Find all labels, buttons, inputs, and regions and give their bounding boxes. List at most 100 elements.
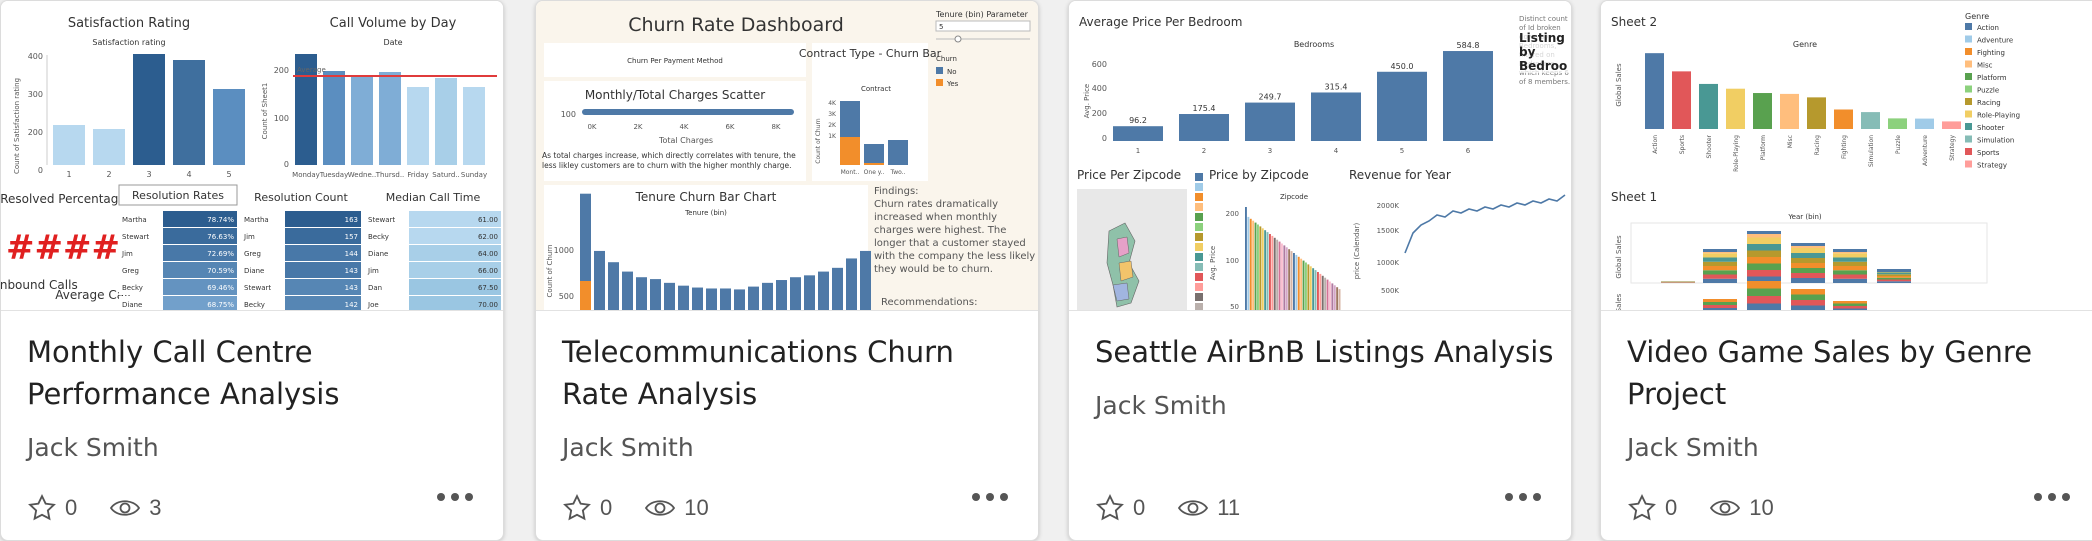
year-stack-segment-lower [1747, 296, 1781, 304]
tenure-bar [706, 288, 717, 310]
workbook-title[interactable]: Seattle AirBnB Listings Analysis [1095, 335, 1554, 369]
avg-data-label: 96.2 [1129, 116, 1147, 125]
workbook-card[interactable]: Sheet 2 Genre Global Sales Action Sports S… [1600, 0, 2092, 541]
year-stack-segment [1747, 244, 1781, 251]
genre-xtick: Racing [1814, 135, 1821, 155]
year-stack-segment [1833, 270, 1867, 275]
workbook-title[interactable]: Monthly Call Centre Performance Analysis [27, 335, 340, 411]
sat-bar [53, 125, 85, 165]
rev-ytick: 500K [1381, 287, 1399, 295]
favorite-button[interactable]: 0 [562, 493, 612, 523]
year-stack-segment-lower [1747, 281, 1781, 289]
workbook-title[interactable]: Telecommunications Churn Rate Analysis [562, 335, 954, 411]
genre-bar [1780, 93, 1799, 129]
zip-bar [1247, 216, 1250, 310]
view-count: 10 [1749, 495, 1774, 520]
payment-panel [544, 43, 806, 77]
more-options-button[interactable] [437, 493, 473, 501]
year-stack-segment [1791, 278, 1825, 283]
avg-xtick: 3 [1268, 147, 1272, 155]
zip-bar [1331, 283, 1334, 310]
dot-icon [1505, 493, 1513, 501]
zip-bar [1254, 222, 1257, 310]
year-stack-segment [1877, 272, 1911, 275]
zip-bar [1281, 243, 1283, 310]
sheet2-title: Sheet 2 [1611, 15, 1657, 29]
genre-legend-swatch [1965, 73, 1972, 80]
author-name[interactable]: Jack Smith [1095, 391, 1227, 420]
scatter-xtick: 0K [587, 123, 596, 131]
zip-bar [1321, 275, 1324, 310]
sat-ytick: 200 [28, 128, 43, 137]
table-value-cell [285, 296, 361, 310]
more-options-button[interactable] [1505, 493, 1541, 501]
workbook-thumbnail[interactable]: Satisfaction Rating Satisfaction rating … [1, 1, 503, 311]
vol-xtick: Wedne.. [348, 171, 376, 179]
zip-bar [1293, 253, 1295, 310]
zip-bar [1290, 251, 1293, 310]
favorite-button[interactable]: 0 [1095, 493, 1145, 523]
genre-legend-swatch [1965, 48, 1972, 55]
table-value: 62.00 [478, 233, 498, 241]
workbook-card[interactable]: Churn Rate Dashboard Tenure (bin) Parame… [535, 0, 1039, 541]
table-name: Stewart [368, 216, 395, 224]
zip-subtitle: Zipcode [1280, 193, 1308, 201]
year-stack-segment-lower [1791, 294, 1825, 300]
favorite-count: 0 [65, 495, 78, 520]
vol-bar [379, 72, 401, 165]
resolved-value: #### [6, 228, 120, 268]
favorite-button[interactable]: 0 [27, 493, 77, 523]
workbook-title[interactable]: Video Game Sales by Genre Project [1627, 335, 2033, 411]
vol-bar [435, 78, 457, 165]
average-label: Average [297, 66, 326, 74]
year-stack-segment [1791, 263, 1825, 268]
tenure-bar [594, 250, 605, 310]
scatter-note: As total charges increase, which directl… [542, 151, 796, 170]
table-value: 67.50 [478, 284, 498, 292]
avg-xtick: 5 [1400, 147, 1404, 155]
genre-legend-item: Role-Playing [1977, 112, 2020, 120]
table-name: Stewart [122, 233, 149, 241]
author-name[interactable]: Jack Smith [562, 433, 694, 462]
year-stack-segment [1833, 257, 1867, 262]
param-value: 5 [939, 23, 943, 31]
card-actions: 0 10 [562, 491, 731, 525]
workbook-thumbnail[interactable]: Average Price Per Bedroom Bedrooms Avg. … [1069, 1, 1571, 311]
genre-xtick: Strategy [1949, 135, 1956, 161]
table-value-cell [163, 211, 237, 227]
more-options-button[interactable] [2034, 493, 2070, 501]
table-value-cell [409, 296, 501, 310]
sat-bar [173, 60, 205, 165]
genre-bar [1942, 121, 1961, 129]
workbook-card[interactable]: Satisfaction Rating Satisfaction rating … [0, 0, 504, 541]
dot-icon [972, 493, 980, 501]
zip-ytick: 100 [1226, 257, 1239, 265]
genre-legend-item: Puzzle [1977, 87, 1999, 95]
scatter-xtick: 4K [679, 123, 688, 131]
genre-legend-item: Adventure [1977, 37, 2013, 45]
avg-data-label: 450.0 [1391, 62, 1414, 71]
tenure-bar [832, 267, 843, 310]
vol-bar [463, 87, 485, 165]
year-stack-segment-lower [1703, 305, 1737, 308]
table-value: 68.75% [207, 301, 234, 309]
view-count: 3 [149, 495, 162, 520]
year-stack-segment [1703, 278, 1737, 283]
workbook-card[interactable]: Average Price Per Bedroom Bedrooms Avg. … [1068, 0, 1572, 541]
more-options-button[interactable] [972, 493, 1008, 501]
workbook-thumbnail[interactable]: Churn Rate Dashboard Tenure (bin) Parame… [536, 1, 1038, 311]
tenure-bar [664, 282, 675, 310]
favorite-button[interactable]: 0 [1627, 493, 1677, 523]
table-value: 143 [345, 284, 358, 292]
author-name[interactable]: Jack Smith [1627, 433, 1759, 462]
year-stack-segment [1877, 281, 1911, 283]
tenure-bar [678, 285, 689, 310]
favorite-count: 0 [600, 495, 613, 520]
genre-legend-swatch [1965, 160, 1972, 168]
zip-bar [1257, 224, 1259, 310]
map-region [1116, 236, 1130, 258]
zip-bar [1317, 272, 1319, 310]
author-name[interactable]: Jack Smith [27, 433, 159, 462]
zip-legend-swatch [1195, 183, 1203, 191]
workbook-thumbnail[interactable]: Sheet 2 Genre Global Sales Action Sports S… [1601, 1, 2092, 311]
